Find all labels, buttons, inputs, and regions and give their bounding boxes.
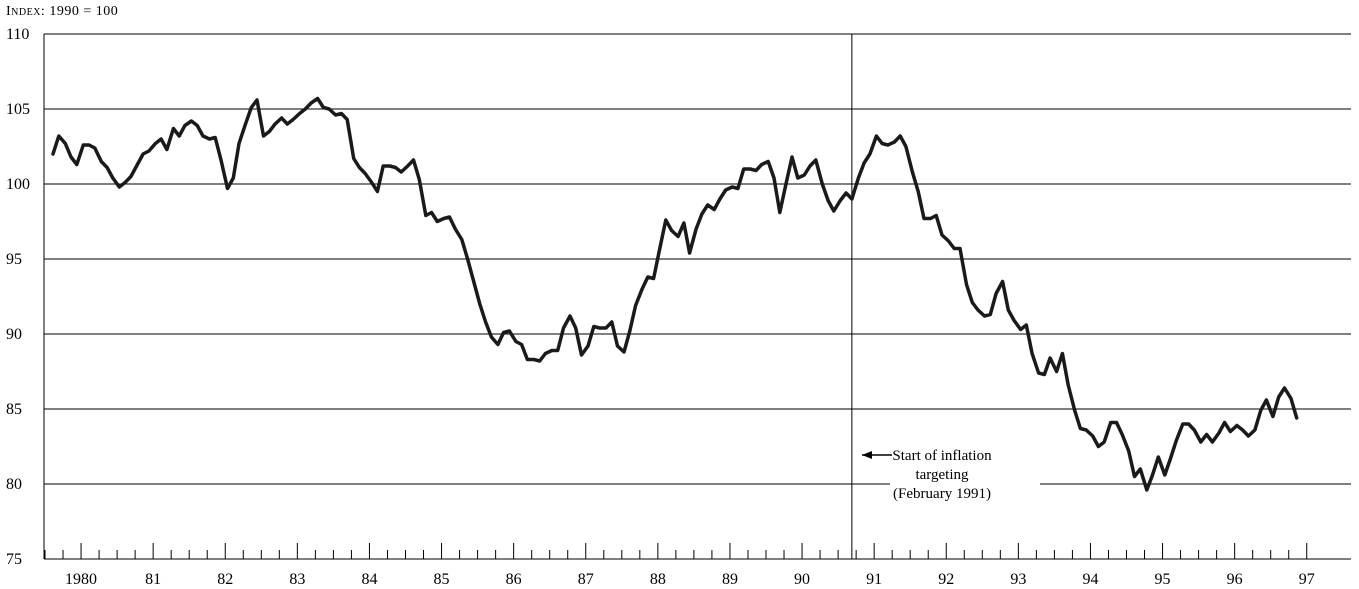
x-tick-label-1989: 89: [722, 571, 738, 588]
y-tick-label-95: 95: [6, 251, 22, 268]
x-tick-label-1985: 85: [434, 571, 450, 588]
x-tick-label-1994: 94: [1082, 571, 1098, 588]
left-arrow-icon: [862, 451, 872, 459]
x-tick-label-1991: 91: [866, 571, 882, 588]
y-axis-ticks: 75 80 85 90 95 100 105 110: [6, 26, 30, 568]
x-tick-label-1992: 92: [938, 571, 954, 588]
x-tick-label-1980: 1980: [65, 571, 97, 588]
x-tick-label-1996: 96: [1227, 571, 1243, 588]
annotation-background: [890, 430, 1040, 502]
x-tick-label-1984: 84: [361, 571, 377, 588]
x-tick-label-1995: 95: [1155, 571, 1171, 588]
y-tick-label-100: 100: [6, 176, 30, 193]
y-tick-label-105: 105: [6, 101, 30, 118]
y-tick-label-85: 85: [6, 401, 22, 418]
x-tick-label-1990: 90: [794, 571, 810, 588]
x-tick-label-1983: 83: [289, 571, 305, 588]
y-tick-label-90: 90: [6, 326, 22, 343]
y-tick-label-110: 110: [6, 26, 29, 43]
x-tick-label-1982: 82: [217, 571, 233, 588]
x-tick-label-1993: 93: [1010, 571, 1026, 588]
x-tick-label-1987: 87: [578, 571, 594, 588]
y-axis-unit-label: Index: 1990 = 100: [6, 4, 119, 19]
x-tick-label-1981: 81: [145, 571, 161, 588]
x-axis: 1980 81 82 83 84 85 86 87 88 89 90 91 92 93 94 95 96 97: [43, 34, 1351, 588]
annotation-line-2: targeting: [915, 467, 969, 483]
x-tick-label-1986: 86: [506, 571, 522, 588]
y-tick-label-75: 75: [6, 551, 22, 568]
annotation-line-1: Start of inflation: [892, 448, 992, 464]
annotation-line-3: (February 1991): [893, 486, 991, 502]
x-tick-label-1997: 97: [1299, 571, 1315, 588]
index-series-line: [51, 96, 1299, 492]
x-tick-label-1988: 88: [650, 571, 666, 588]
inflation-targeting-annotation: Start of inflation targeting (February 199…: [862, 430, 1040, 502]
y-tick-label-80: 80: [6, 476, 22, 493]
gridlines: [44, 33, 1351, 485]
